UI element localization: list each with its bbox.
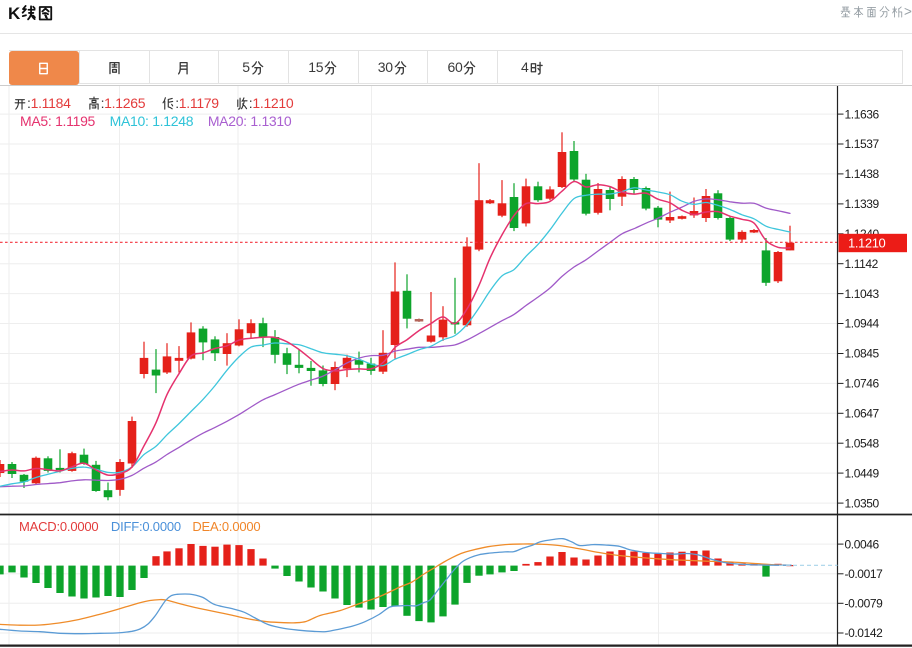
svg-text:1.0647: 1.0647	[845, 407, 880, 421]
svg-text:1.1339: 1.1339	[845, 197, 880, 211]
svg-text:1.1438: 1.1438	[845, 167, 880, 181]
svg-text:1.0944: 1.0944	[845, 317, 880, 331]
svg-text:1.1636: 1.1636	[845, 107, 880, 121]
svg-text:1.1043: 1.1043	[845, 287, 880, 301]
svg-text:1.0350: 1.0350	[845, 496, 880, 510]
svg-text:1.0746: 1.0746	[845, 377, 880, 391]
svg-text:1.1537: 1.1537	[845, 137, 880, 151]
svg-text:1.1210: 1.1210	[848, 236, 886, 251]
svg-text:-0.0079: -0.0079	[845, 597, 884, 611]
svg-text:1.0845: 1.0845	[845, 347, 880, 361]
svg-text:1.0449: 1.0449	[845, 466, 880, 480]
svg-text:-0.0142: -0.0142	[845, 626, 884, 640]
svg-text:-0.0017: -0.0017	[845, 567, 884, 581]
svg-text:0.0046: 0.0046	[845, 537, 880, 551]
svg-text:1.0548: 1.0548	[845, 436, 880, 450]
svg-text:1.1142: 1.1142	[845, 257, 879, 271]
